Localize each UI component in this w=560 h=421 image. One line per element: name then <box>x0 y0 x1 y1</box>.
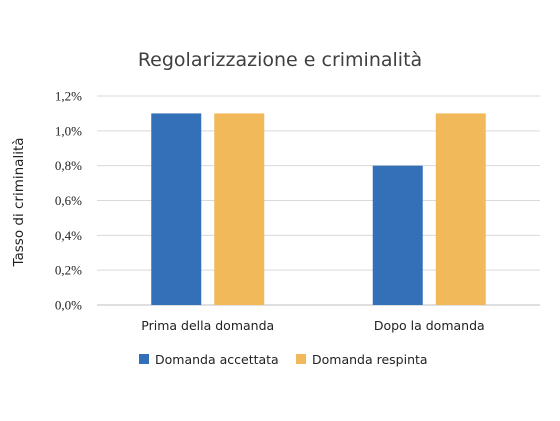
x-axis-categories: Prima della domanda Dopo la domanda <box>141 318 484 333</box>
bars <box>151 113 486 306</box>
bar-respinta-prima <box>214 113 265 306</box>
bar-accettata-prima <box>151 113 202 306</box>
x-category-label: Dopo la domanda <box>374 318 485 333</box>
x-category-label: Prima della domanda <box>141 318 274 333</box>
y-tick-label: 1,0% <box>55 123 82 138</box>
y-tick-label: 1,2% <box>55 89 82 104</box>
y-tick-label: 0,6% <box>55 193 82 208</box>
y-axis-label: Tasso di criminalità <box>11 137 27 267</box>
legend-label: Domanda accettata <box>155 352 279 367</box>
legend-label: Domanda respinta <box>312 352 428 367</box>
chart-title: Regolarizzazione e criminalità <box>138 49 422 71</box>
y-tick-label: 0,8% <box>55 158 82 173</box>
y-axis-ticks: 0,0% 0,2% 0,4% 0,6% 0,8% 1,0% 1,2% <box>55 89 82 313</box>
bar-respinta-dopo <box>435 113 486 306</box>
legend: Domanda accettata Domanda respinta <box>139 352 428 367</box>
legend-swatch <box>296 354 306 364</box>
y-tick-label: 0,4% <box>55 228 82 243</box>
y-tick-label: 0,0% <box>55 298 82 313</box>
bar-accettata-dopo <box>372 165 423 305</box>
y-tick-label: 0,2% <box>55 263 82 278</box>
legend-swatch <box>139 354 149 364</box>
